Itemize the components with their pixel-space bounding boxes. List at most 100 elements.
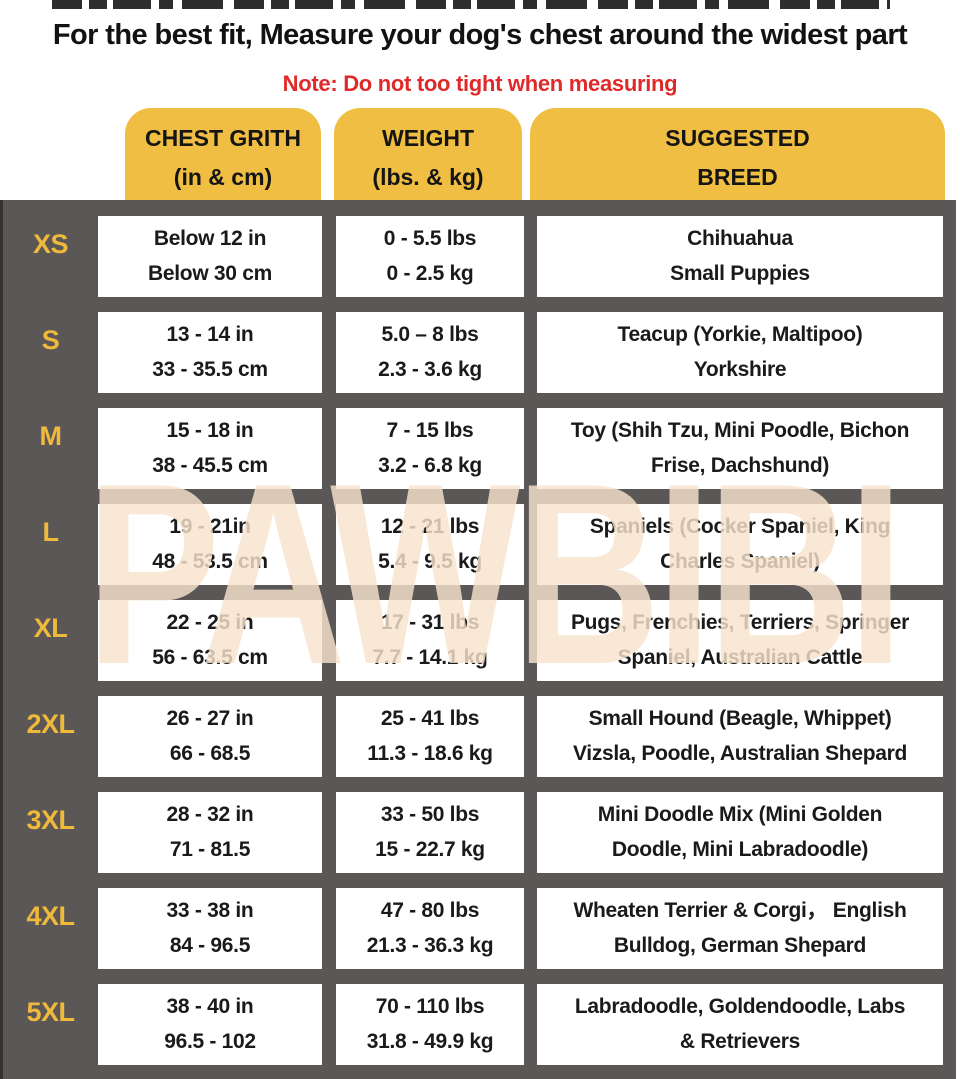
size-label: 2XL xyxy=(26,709,75,739)
weight-lbs: 7 - 15 lbs xyxy=(386,418,474,442)
weight-lbs: 5.0 – 8 lbs xyxy=(381,322,479,346)
chest-girth-cm: 33 - 35.5 cm xyxy=(152,357,268,381)
weight-lbs: 25 - 41 lbs xyxy=(380,706,480,730)
column-header-line: BREED xyxy=(697,164,778,190)
column-header-line: (in & cm) xyxy=(173,164,273,190)
chest-girth-cm: 56 - 63.5 cm xyxy=(152,645,268,669)
chest-girth-cell: 33 - 38 in 84 - 96.5 xyxy=(98,888,322,969)
size-label: S xyxy=(41,325,60,355)
size-label: 3XL xyxy=(26,805,75,835)
breed-line: & Retrievers xyxy=(679,1029,801,1053)
chest-girth-cm: 71 - 81.5 xyxy=(169,837,251,861)
column-header-line: (lbs. & kg) xyxy=(372,164,484,190)
breed-line: Teacup (Yorkie, Maltipoo) xyxy=(617,322,863,346)
breed-line: Doodle, Mini Labradoodle) xyxy=(611,837,869,861)
weight-lbs: 33 - 50 lbs xyxy=(380,802,480,826)
breed-line: Frise, Dachshund) xyxy=(650,453,830,477)
weight-kg: 21.3 - 36.3 kg xyxy=(366,933,494,957)
chest-girth-cell: 38 - 40 in 96.5 - 102 xyxy=(98,984,322,1065)
column-header-line: CHEST GRITH xyxy=(145,124,301,151)
chest-girth-cell: 22 - 25 in 56 - 63.5 cm xyxy=(98,600,322,681)
chest-girth-inches: 13 - 14 in xyxy=(166,322,254,346)
column-header-line: SUGGESTED xyxy=(665,124,810,151)
table-row: 3XL 28 - 32 in 71 - 81.5 33 - 50 lbs 15 … xyxy=(3,792,956,873)
chest-girth-cell: Below 12 in Below 30 cm xyxy=(98,216,322,297)
suggested-breed-cell: Labradoodle, Goldendoodle, Labs & Retrie… xyxy=(537,984,943,1065)
breed-line: Yorkshire xyxy=(693,357,787,381)
chest-girth-inches: 33 - 38 in xyxy=(166,898,254,922)
chest-girth-cm: 66 - 68.5 xyxy=(169,741,251,765)
chest-girth-inches: 26 - 27 in xyxy=(166,706,254,730)
breed-line: Small Puppies xyxy=(670,261,810,285)
column-header-weight: WEIGHT (lbs. & kg) xyxy=(334,108,522,208)
breed-line: Toy (Shih Tzu, Mini Poodle, Bichon xyxy=(570,418,910,442)
weight-lbs: 0 - 5.5 lbs xyxy=(383,226,477,250)
weight-cell: 7 - 15 lbs 3.2 - 6.8 kg xyxy=(336,408,524,489)
breed-line: Charles Spaniel) xyxy=(660,549,820,573)
weight-lbs: 12 - 21 lbs xyxy=(380,514,480,538)
chest-girth-cell: 28 - 32 in 71 - 81.5 xyxy=(98,792,322,873)
weight-kg: 3.2 - 6.8 kg xyxy=(378,453,482,477)
weight-kg: 7.7 - 14.1 kg xyxy=(372,645,488,669)
size-label: M xyxy=(39,421,63,451)
size-label: XL xyxy=(33,613,68,643)
weight-lbs: 70 - 110 lbs xyxy=(375,994,485,1018)
weight-cell: 5.0 – 8 lbs 2.3 - 3.6 kg xyxy=(336,312,524,393)
breed-line: Wheaten Terrier & Corgi， English xyxy=(573,898,907,922)
chest-girth-inches: 19 - 21in xyxy=(169,514,251,538)
size-label: 4XL xyxy=(26,901,75,931)
size-label: L xyxy=(42,517,60,547)
breed-line: Bulldog, German Shepard xyxy=(613,933,867,957)
weight-kg: 11.3 - 18.6 kg xyxy=(367,741,493,765)
suggested-breed-cell: Small Hound (Beagle, Whippet) Vizsla, Po… xyxy=(537,696,943,777)
weight-cell: 25 - 41 lbs 11.3 - 18.6 kg xyxy=(336,696,524,777)
table-row: XL 22 - 25 in 56 - 63.5 cm 17 - 31 lbs 7… xyxy=(3,600,956,681)
chest-girth-cm: 38 - 45.5 cm xyxy=(152,453,268,477)
breed-line: Vizsla, Poodle, Australian Shepard xyxy=(572,741,908,765)
chest-girth-inches: 22 - 25 in xyxy=(166,610,254,634)
suggested-breed-cell: Spaniels (Cocker Spaniel, King Charles S… xyxy=(537,504,943,585)
table-row: 2XL 26 - 27 in 66 - 68.5 25 - 41 lbs 11.… xyxy=(3,696,956,777)
cropped-text-strip xyxy=(52,0,890,9)
chest-girth-inches: 15 - 18 in xyxy=(166,418,254,442)
weight-cell: 0 - 5.5 lbs 0 - 2.5 kg xyxy=(336,216,524,297)
table-row: 5XL 38 - 40 in 96.5 - 102 70 - 110 lbs 3… xyxy=(3,984,956,1065)
chest-girth-cell: 19 - 21in 48 - 53.5 cm xyxy=(98,504,322,585)
weight-kg: 0 - 2.5 kg xyxy=(386,261,474,285)
breed-line: Spaniels (Cocker Spaniel, King xyxy=(589,514,891,538)
weight-cell: 47 - 80 lbs 21.3 - 36.3 kg xyxy=(336,888,524,969)
suggested-breed-cell: Wheaten Terrier & Corgi， English Bulldog… xyxy=(537,888,943,969)
chest-girth-inches: Below 12 in xyxy=(153,226,267,250)
breed-line: Chihuahua xyxy=(687,226,793,250)
size-label: XS xyxy=(32,229,69,259)
weight-kg: 2.3 - 3.6 kg xyxy=(378,357,482,381)
weight-cell: 70 - 110 lbs 31.8 - 49.9 kg xyxy=(336,984,524,1065)
table-row: 4XL 33 - 38 in 84 - 96.5 47 - 80 lbs 21.… xyxy=(3,888,956,969)
suggested-breed-cell: Toy (Shih Tzu, Mini Poodle, Bichon Frise… xyxy=(537,408,943,489)
chest-girth-cell: 15 - 18 in 38 - 45.5 cm xyxy=(98,408,322,489)
column-header-suggested-breed: SUGGESTED BREED xyxy=(530,108,945,208)
chest-girth-cm: 84 - 96.5 xyxy=(169,933,251,957)
chest-girth-inches: 28 - 32 in xyxy=(166,802,254,826)
weight-kg: 5.4 - 9.5 kg xyxy=(378,549,482,573)
suggested-breed-cell: Mini Doodle Mix (Mini Golden Doodle, Min… xyxy=(537,792,943,873)
weight-kg: 15 - 22.7 kg xyxy=(375,837,485,861)
measuring-note: Note: Do not too tight when measuring xyxy=(282,71,678,96)
chest-girth-cell: 13 - 14 in 33 - 35.5 cm xyxy=(98,312,322,393)
chest-girth-cm: Below 30 cm xyxy=(148,261,272,285)
weight-cell: 17 - 31 lbs 7.7 - 14.1 kg xyxy=(336,600,524,681)
page-title: For the best fit, Measure your dog's che… xyxy=(52,19,908,51)
table-row: XS Below 12 in Below 30 cm 0 - 5.5 lbs 0… xyxy=(3,216,956,297)
weight-lbs: 47 - 80 lbs xyxy=(380,898,480,922)
weight-cell: 12 - 21 lbs 5.4 - 9.5 kg xyxy=(336,504,524,585)
table-row: L 19 - 21in 48 - 53.5 cm 12 - 21 lbs 5.4… xyxy=(3,504,956,585)
chest-girth-cm: 96.5 - 102 xyxy=(164,1029,256,1053)
suggested-breed-cell: Teacup (Yorkie, Maltipoo) Yorkshire xyxy=(537,312,943,393)
table-row: S 13 - 14 in 33 - 35.5 cm 5.0 – 8 lbs 2.… xyxy=(3,312,956,393)
breed-line: Small Hound (Beagle, Whippet) xyxy=(588,706,892,730)
weight-kg: 31.8 - 49.9 kg xyxy=(366,1029,494,1053)
breed-line: Labradoodle, Goldendoodle, Labs xyxy=(574,994,906,1018)
column-header-line: WEIGHT xyxy=(382,124,474,151)
chest-girth-cell: 26 - 27 in 66 - 68.5 xyxy=(98,696,322,777)
size-label: 5XL xyxy=(26,997,75,1027)
